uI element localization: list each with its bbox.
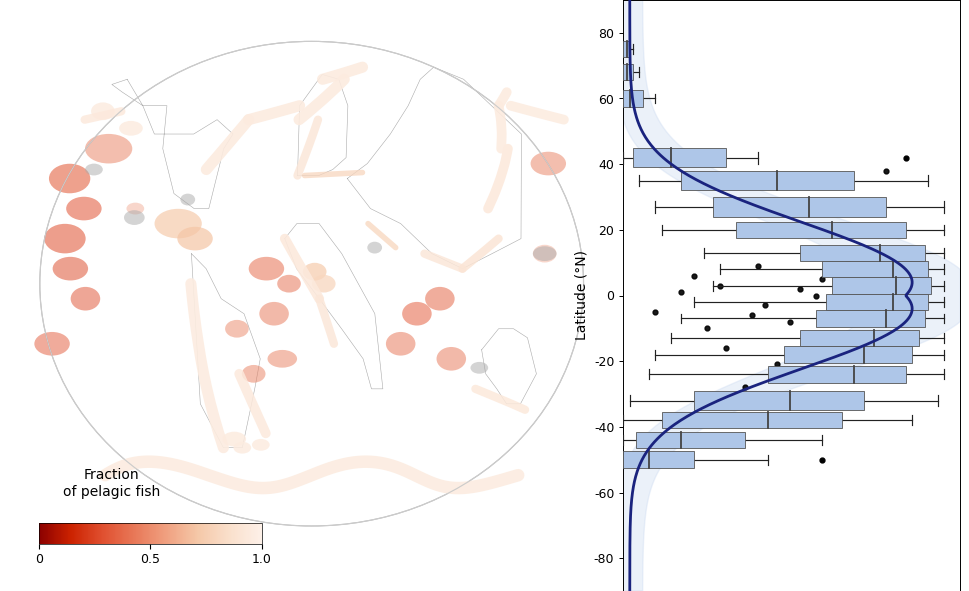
Bar xyxy=(712,197,886,217)
Bar xyxy=(799,245,924,261)
Bar xyxy=(661,412,841,428)
Ellipse shape xyxy=(436,347,465,371)
Ellipse shape xyxy=(386,332,415,356)
Bar xyxy=(822,261,927,277)
Bar xyxy=(636,432,744,448)
Bar xyxy=(735,222,905,238)
Ellipse shape xyxy=(267,350,297,368)
Ellipse shape xyxy=(470,362,487,374)
Bar xyxy=(767,366,905,382)
Ellipse shape xyxy=(252,439,269,451)
Bar xyxy=(825,294,927,310)
Text: Fraction: Fraction xyxy=(83,467,140,482)
Bar xyxy=(693,391,863,410)
Bar xyxy=(783,346,911,363)
Ellipse shape xyxy=(532,245,556,262)
Bar xyxy=(623,452,693,468)
Ellipse shape xyxy=(302,263,327,281)
Ellipse shape xyxy=(124,210,144,225)
Ellipse shape xyxy=(48,164,90,193)
Bar xyxy=(633,148,725,167)
Ellipse shape xyxy=(259,302,289,326)
Ellipse shape xyxy=(222,431,246,446)
Ellipse shape xyxy=(180,194,195,206)
Bar xyxy=(815,310,924,327)
Ellipse shape xyxy=(119,121,142,136)
Text: of pelagic fish: of pelagic fish xyxy=(63,485,160,499)
Y-axis label: Latitude (°N): Latitude (°N) xyxy=(574,251,587,340)
Ellipse shape xyxy=(234,442,251,454)
Bar xyxy=(831,277,930,294)
Ellipse shape xyxy=(277,275,300,293)
Ellipse shape xyxy=(45,224,85,254)
Bar xyxy=(799,330,918,346)
Ellipse shape xyxy=(312,275,335,293)
Ellipse shape xyxy=(154,209,202,238)
Ellipse shape xyxy=(532,246,556,261)
Ellipse shape xyxy=(177,227,212,251)
Ellipse shape xyxy=(85,134,132,164)
Ellipse shape xyxy=(530,152,566,176)
Ellipse shape xyxy=(71,287,100,310)
Ellipse shape xyxy=(248,257,284,281)
Ellipse shape xyxy=(424,287,454,310)
Ellipse shape xyxy=(66,197,102,220)
Ellipse shape xyxy=(91,102,114,120)
Ellipse shape xyxy=(367,242,382,254)
Bar xyxy=(680,171,854,190)
Ellipse shape xyxy=(52,257,88,281)
Bar xyxy=(623,64,633,80)
Ellipse shape xyxy=(402,302,431,326)
Ellipse shape xyxy=(241,365,266,383)
Bar xyxy=(623,90,641,107)
Ellipse shape xyxy=(225,320,248,337)
Ellipse shape xyxy=(40,41,583,526)
Bar xyxy=(623,41,629,57)
Ellipse shape xyxy=(126,203,144,215)
Ellipse shape xyxy=(34,332,70,356)
Ellipse shape xyxy=(85,164,103,176)
